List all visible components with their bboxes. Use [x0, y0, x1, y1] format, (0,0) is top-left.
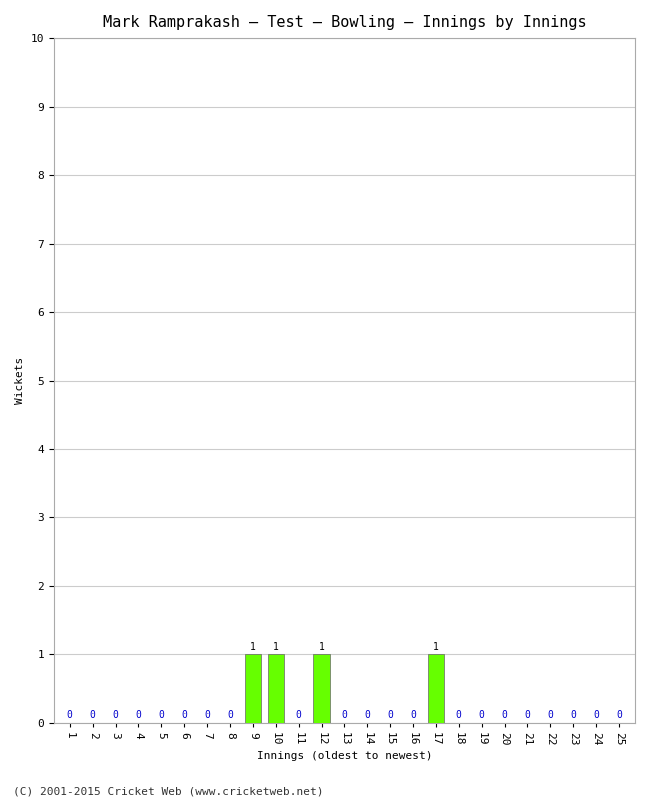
Text: 0: 0 [456, 710, 462, 720]
Text: 0: 0 [365, 710, 370, 720]
Text: 0: 0 [410, 710, 416, 720]
Text: 0: 0 [616, 710, 622, 720]
Text: 0: 0 [502, 710, 508, 720]
Bar [313, 654, 330, 723]
Text: 1: 1 [433, 642, 439, 652]
Text: 0: 0 [181, 710, 187, 720]
Text: 0: 0 [570, 710, 576, 720]
Text: 0: 0 [547, 710, 553, 720]
Text: 1: 1 [250, 642, 256, 652]
Text: 0: 0 [341, 710, 347, 720]
Title: Mark Ramprakash – Test – Bowling – Innings by Innings: Mark Ramprakash – Test – Bowling – Innin… [103, 15, 586, 30]
Text: (C) 2001-2015 Cricket Web (www.cricketweb.net): (C) 2001-2015 Cricket Web (www.cricketwe… [13, 786, 324, 796]
Text: 0: 0 [90, 710, 96, 720]
Text: 0: 0 [135, 710, 142, 720]
X-axis label: Innings (oldest to newest): Innings (oldest to newest) [257, 751, 432, 761]
Text: 0: 0 [387, 710, 393, 720]
Bar [268, 654, 284, 723]
Text: 0: 0 [67, 710, 73, 720]
Y-axis label: Wickets: Wickets [15, 357, 25, 404]
Text: 0: 0 [593, 710, 599, 720]
Text: 0: 0 [479, 710, 485, 720]
Text: 0: 0 [525, 710, 530, 720]
Bar [428, 654, 444, 723]
Text: 0: 0 [296, 710, 302, 720]
Text: 0: 0 [227, 710, 233, 720]
Text: 0: 0 [112, 710, 118, 720]
Text: 0: 0 [204, 710, 210, 720]
Text: 1: 1 [318, 642, 324, 652]
Bar [245, 654, 261, 723]
Text: 1: 1 [273, 642, 279, 652]
Text: 0: 0 [159, 710, 164, 720]
